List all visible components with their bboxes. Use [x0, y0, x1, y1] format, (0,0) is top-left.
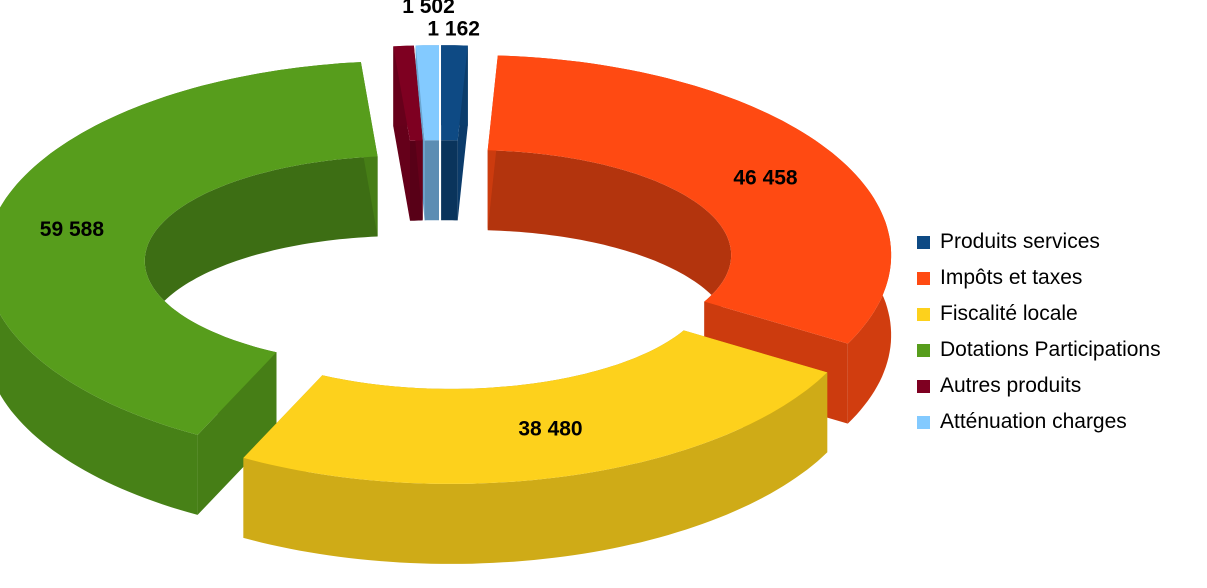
data-label-dotations-participations: 59 588 — [40, 218, 105, 241]
data-label-impots-et-taxes: 46 458 — [733, 167, 798, 190]
legend-swatch-attenuation-charges — [917, 415, 930, 429]
slice-autres-produits — [393, 45, 423, 221]
legend-swatch-impots-taxes — [917, 271, 930, 285]
legend-label-fiscalite-locale: Fiscalité locale — [940, 302, 1078, 325]
slice-inner-wall — [487, 150, 732, 382]
legend-label-autres-produits: Autres produits — [940, 374, 1082, 397]
slice-top — [243, 330, 828, 484]
slice-top — [0, 62, 378, 435]
legend-item-dotations-participations: Dotations Participations — [917, 332, 1161, 368]
slice-inner-wall — [441, 140, 458, 221]
slice-fiscalite-locale — [243, 330, 828, 564]
chart-legend: Produits services Impôts et taxes Fiscal… — [917, 224, 1161, 440]
slice-dotations-participations — [0, 62, 378, 515]
legend-label-produits-services: Produits services — [940, 230, 1100, 253]
slice-end-cap — [197, 352, 277, 515]
legend-label-impots-taxes: Impôts et taxes — [940, 266, 1083, 289]
legend-item-produits-services: Produits services — [917, 224, 1161, 260]
legend-item-fiscalite-locale: Fiscalité locale — [917, 296, 1161, 332]
slice-top — [393, 45, 423, 141]
legend-item-autres-produits: Autres produits — [917, 368, 1161, 404]
slice-outer-wall — [243, 372, 828, 564]
data-label-attenuation-charges: 1 310 — [406, 0, 459, 2]
slice-top — [441, 45, 468, 141]
legend-label-attenuation-charges: Atténuation charges — [940, 410, 1127, 433]
legend-item-attenuation-charges: Atténuation charges — [917, 404, 1161, 440]
slice-top — [415, 45, 439, 141]
data-label-fiscalite-locale: 38 480 — [518, 418, 582, 441]
legend-label-dotations-participations: Dotations Participations — [940, 338, 1161, 361]
data-label-autres-produits: 1 162 — [427, 17, 480, 40]
legend-swatch-produits-services — [917, 235, 930, 249]
slice-top — [487, 55, 892, 344]
slice-inner-wall — [424, 140, 439, 221]
legend-swatch-dotations-participations — [917, 343, 930, 357]
legend-item-impots-taxes: Impôts et taxes — [917, 260, 1161, 296]
data-label-produits-services: 1 502 — [402, 0, 455, 18]
slice-produits-services — [441, 45, 468, 221]
legend-swatch-autres-produits — [917, 379, 930, 393]
legend-swatch-fiscalite-locale — [917, 307, 930, 321]
